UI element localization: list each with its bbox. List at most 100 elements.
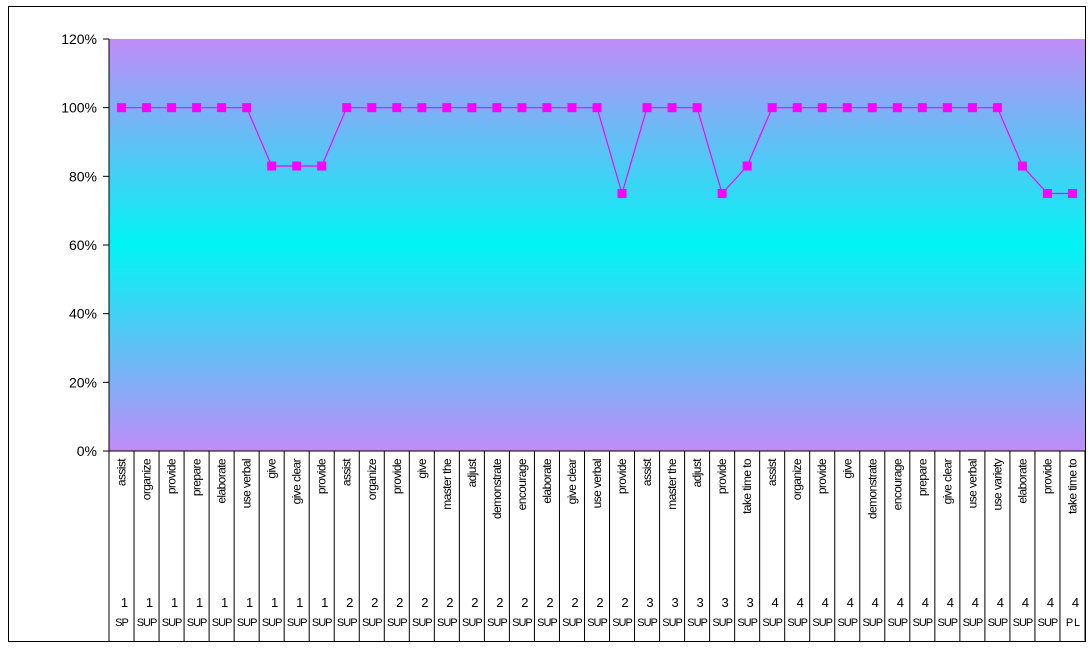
data-point — [667, 103, 677, 113]
category-number: 2 — [571, 595, 578, 610]
data-point — [767, 103, 777, 113]
category-label: encourage — [890, 458, 904, 510]
category-label: use verbal — [240, 459, 254, 508]
category-sublabel: SUP — [887, 617, 907, 629]
category-number: 3 — [671, 595, 678, 610]
category-sublabel: SUP — [337, 617, 357, 629]
category-label: organize — [140, 458, 154, 500]
category-label: provide — [1040, 458, 1054, 494]
category-sublabel: SP — [115, 617, 128, 629]
data-point — [392, 103, 402, 113]
category-sublabel: SUP — [412, 617, 432, 629]
category-label: provide — [165, 458, 179, 494]
data-point — [217, 103, 227, 113]
data-point — [292, 161, 302, 171]
category-sublabel: SUP — [812, 617, 832, 629]
category-number: 1 — [296, 595, 303, 610]
category-number: 4 — [1072, 595, 1079, 610]
category-number: 2 — [496, 595, 503, 610]
category-number: 1 — [271, 595, 278, 610]
category-label: organize — [790, 458, 804, 500]
data-point — [992, 103, 1002, 113]
data-point — [492, 103, 502, 113]
category-label: demonstrate — [490, 458, 504, 519]
category-sublabel: SUP — [913, 617, 933, 629]
category-number: 4 — [872, 595, 879, 610]
category-label: assist — [340, 458, 354, 486]
category-label: take time to — [740, 458, 754, 514]
category-label: provide — [715, 458, 729, 494]
category-number: 3 — [747, 595, 754, 610]
data-point — [617, 189, 627, 198]
category-label: give — [840, 458, 854, 479]
category-label: give — [265, 458, 279, 479]
category-number: 4 — [997, 595, 1004, 610]
category-number: 1 — [146, 595, 153, 610]
y-tick-label: 80% — [69, 168, 97, 184]
data-point — [342, 103, 352, 113]
data-point — [642, 103, 652, 113]
category-label: assist — [765, 458, 779, 486]
data-point — [1042, 189, 1052, 198]
category-label: provide — [615, 458, 629, 494]
category-label: assist — [115, 458, 129, 486]
category-number: 2 — [396, 595, 403, 610]
category-label: demonstrate — [865, 458, 879, 519]
category-label: prepare — [915, 458, 929, 496]
category-label: assist — [640, 458, 654, 486]
category-sublabel: SUP — [612, 617, 632, 629]
category-number: 2 — [546, 595, 553, 610]
data-point — [317, 161, 327, 171]
category-number: 3 — [696, 595, 703, 610]
category-number: 4 — [922, 595, 929, 610]
category-sublabel: SUP — [187, 617, 207, 629]
category-label: master the — [440, 458, 454, 510]
category-label: provide — [315, 458, 329, 494]
category-label: provide — [815, 458, 829, 494]
category-sublabel: SUP — [587, 617, 607, 629]
data-point — [142, 103, 152, 113]
category-sublabel: SUP — [737, 617, 757, 629]
category-sublabel: SUP — [963, 617, 983, 629]
category-number: 3 — [646, 595, 653, 610]
category-label: encourage — [515, 458, 529, 510]
y-tick-label: 120% — [61, 31, 97, 47]
y-tick-label: 60% — [69, 237, 97, 253]
category-label: adjust — [690, 458, 704, 488]
data-point — [867, 103, 877, 113]
y-tick-label: 100% — [61, 100, 97, 116]
category-label: give clear — [940, 458, 954, 504]
category-number: 1 — [321, 595, 328, 610]
category-sublabel: P L — [1066, 617, 1080, 629]
data-point — [692, 103, 702, 113]
category-number: 3 — [722, 595, 729, 610]
category-sublabel: SUP — [938, 617, 958, 629]
category-sublabel: SUP — [862, 617, 882, 629]
data-point — [267, 161, 277, 171]
data-point — [367, 103, 377, 113]
category-number: 2 — [371, 595, 378, 610]
category-sublabel: SUP — [387, 617, 407, 629]
category-label: organize — [365, 458, 379, 500]
data-point — [892, 103, 902, 113]
data-point — [842, 103, 852, 113]
category-label: use verbal — [590, 459, 604, 508]
data-point — [817, 103, 827, 113]
category-sublabel: SUP — [237, 617, 257, 629]
category-number: 4 — [1047, 595, 1054, 610]
category-sublabel: SUP — [537, 617, 557, 629]
category-sublabel: SUP — [662, 617, 682, 629]
category-sublabel: SUP — [312, 617, 332, 629]
y-tick-label: 20% — [69, 374, 97, 390]
category-sublabel: SUP — [687, 617, 707, 629]
category-label: use verbal — [965, 459, 979, 508]
data-point — [792, 103, 802, 113]
category-label: master the — [665, 458, 679, 510]
category-sublabel: SUP — [712, 617, 732, 629]
data-point — [1017, 161, 1027, 171]
category-number: 2 — [596, 595, 603, 610]
data-point — [417, 103, 427, 113]
category-number: 1 — [221, 595, 228, 610]
category-sublabel: SUP — [988, 617, 1008, 629]
y-tick-label: 0% — [77, 443, 97, 459]
